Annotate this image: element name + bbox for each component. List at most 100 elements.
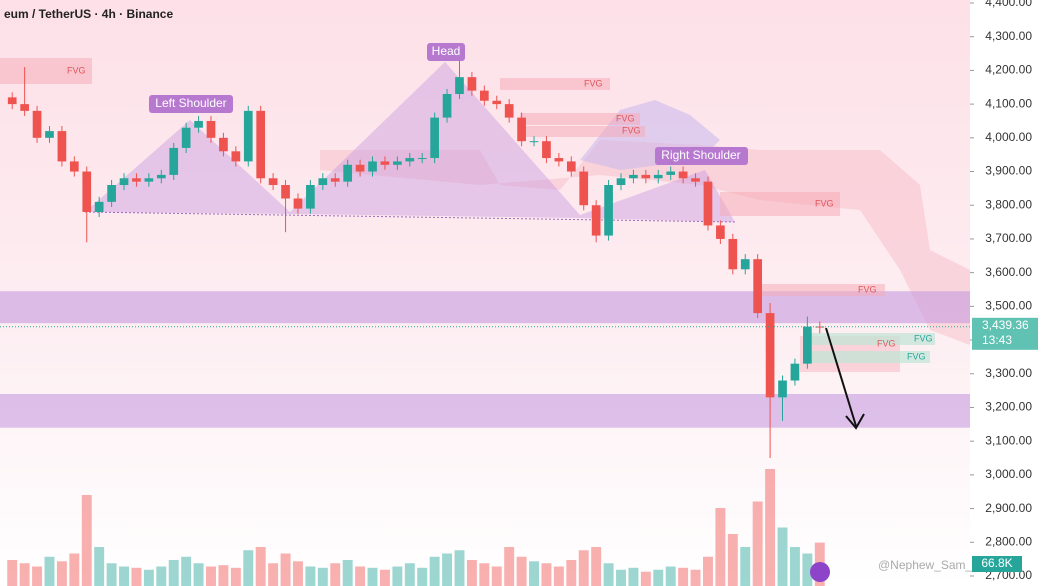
candle-body <box>803 326 812 364</box>
volume-bar <box>19 563 30 586</box>
volume-bar <box>379 569 390 586</box>
volume-bar <box>591 547 602 586</box>
volume-bar <box>243 550 254 586</box>
candle-body <box>368 161 377 172</box>
volume-bar <box>690 569 701 586</box>
candle-body <box>380 161 390 165</box>
y-tick-label: 4,400.00 <box>985 0 1032 9</box>
candle-body <box>144 178 154 182</box>
y-tick-label: 3,700.00 <box>985 231 1032 245</box>
candle-body <box>306 185 315 209</box>
volume-bar <box>255 547 266 586</box>
volume-tag <box>972 556 1022 572</box>
fvg-box <box>720 192 840 216</box>
volume-bar <box>665 566 676 586</box>
volume-bar <box>765 469 776 586</box>
zone <box>0 393 970 428</box>
price-axis <box>970 0 1042 586</box>
fvg-label: FVG <box>914 333 933 343</box>
candle-body <box>405 158 415 162</box>
candle-body <box>716 225 725 239</box>
volume-bar <box>777 527 788 586</box>
fvg-box <box>810 351 930 363</box>
y-tick-label: 3,000.00 <box>985 467 1032 481</box>
volume-bar <box>603 563 614 586</box>
candle-body <box>343 164 353 182</box>
head-shoulders-pattern <box>85 62 735 222</box>
candle-body <box>566 161 576 172</box>
volume-bar <box>81 495 92 586</box>
volume-bar <box>355 566 366 586</box>
candle-body <box>293 198 303 209</box>
candle-body <box>703 181 713 226</box>
y-tick-label: 3,800.00 <box>985 197 1032 211</box>
y-tick-label: 3,900.00 <box>985 164 1032 178</box>
chart-title: eum / TetherUS · 4h · Binance <box>4 7 173 21</box>
volume-bar <box>218 565 229 586</box>
volume-bar <box>541 563 552 586</box>
volume-bar <box>69 553 80 586</box>
candle-body <box>194 120 203 128</box>
candle-body <box>132 178 141 182</box>
fvg-label: FVG <box>616 113 635 123</box>
y-tick-label: 2,900.00 <box>985 501 1032 515</box>
candle-body <box>691 178 700 182</box>
volume-bar <box>193 563 204 586</box>
fvg-label: FVG <box>584 78 603 88</box>
volume-label: 66.8K <box>981 556 1012 570</box>
volume-bar <box>143 569 154 586</box>
volume-bar <box>417 567 428 586</box>
candle-body <box>479 90 489 101</box>
fvg-box <box>760 284 885 296</box>
candle-body <box>393 161 402 165</box>
volume-bar <box>181 556 192 586</box>
candle-body <box>231 151 241 162</box>
volume-bar <box>727 534 738 586</box>
fvg-box <box>520 126 645 137</box>
volume-bar <box>616 569 626 586</box>
y-tick-label: 3,100.00 <box>985 433 1032 447</box>
volume-bar <box>715 508 726 586</box>
label-box <box>655 147 748 165</box>
candle-body <box>82 171 92 212</box>
y-tick-label: 3,600.00 <box>985 265 1032 279</box>
candle-body <box>579 171 589 206</box>
volume-bar <box>367 567 378 586</box>
candle-body <box>417 158 427 160</box>
candle-body <box>7 97 17 105</box>
volume-bar <box>342 560 353 586</box>
volume-bar <box>429 556 440 586</box>
zone <box>0 291 970 324</box>
candle-body <box>256 110 266 179</box>
candle-body <box>57 131 67 162</box>
volume-bar <box>280 553 291 586</box>
fvg-label: FVG <box>815 198 834 208</box>
fvg-box <box>0 58 92 84</box>
volume-bar <box>802 553 813 586</box>
logo <box>810 562 830 582</box>
neckline <box>84 211 736 223</box>
volume-bar <box>566 560 577 586</box>
candle-body <box>529 141 539 143</box>
fvg-boxes <box>0 58 935 372</box>
volume-bar <box>678 567 689 586</box>
candle-body <box>641 174 651 179</box>
candle-body <box>45 131 54 138</box>
candle-body <box>504 104 514 118</box>
volume-bar <box>553 566 564 586</box>
arrow <box>825 327 857 427</box>
volume-bar <box>789 547 800 586</box>
volume-bar <box>466 560 477 586</box>
y-tick-label: 3,500.00 <box>985 299 1032 313</box>
candle-body <box>330 178 340 182</box>
volume-bar <box>752 501 763 586</box>
volume-bar <box>479 563 490 586</box>
candle-body <box>740 259 750 270</box>
label-box <box>427 43 465 61</box>
volume-bar <box>442 553 453 586</box>
fvg-box <box>500 78 610 90</box>
label-box <box>149 95 233 113</box>
candle-body <box>318 178 328 186</box>
cloud <box>320 140 970 345</box>
y-tick-label: 4,000.00 <box>985 130 1032 144</box>
